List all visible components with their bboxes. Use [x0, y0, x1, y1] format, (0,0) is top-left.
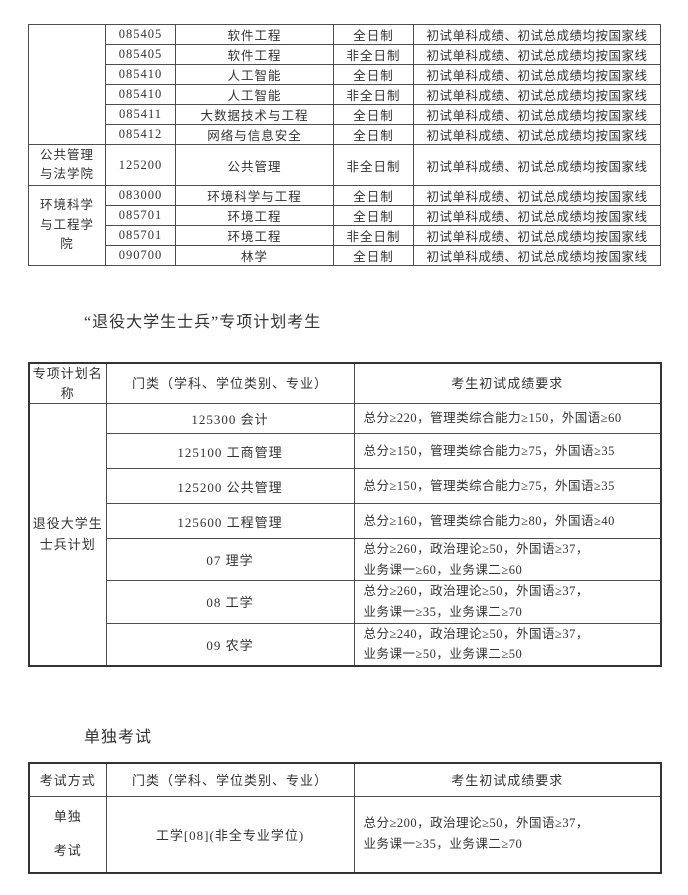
major-code-cell: 085410	[105, 84, 176, 105]
requirement-cell: 总分≥160，管理类综合能力≥80，外国语≥40	[353, 503, 662, 539]
major-name-cell: 环境工程	[175, 205, 334, 226]
table-row: 085405 软件工程 非全日制 初试单科成绩、初试总成绩均按国家线	[29, 44, 661, 65]
major-name-cell: 人工智能	[175, 84, 334, 105]
table-row: 125200 公共管理 总分≥150，管理类综合能力≥75，外国语≥35	[29, 468, 662, 504]
study-mode-cell: 非全日制	[333, 144, 414, 186]
admission-line-table: 085405 软件工程 全日制 初试单科成绩、初试总成绩均按国家线 085405…	[28, 24, 661, 266]
major-name-cell: 软件工程	[175, 24, 334, 45]
category-cell: 125100 工商管理	[105, 433, 355, 469]
score-requirement-cell: 初试单科成绩、初试总成绩均按国家线	[413, 144, 661, 186]
category-cell: 125200 公共管理	[105, 468, 355, 504]
category-cell: 工学[08](非全专业学位)	[105, 795, 355, 874]
table-row: 08 工学 总分≥260，政治理论≥50，外国语≥37， 业务课一≥35，业务课…	[29, 580, 662, 624]
major-name-cell: 大数据技术与工程	[175, 104, 334, 125]
category-cell: 08 工学	[105, 580, 355, 624]
score-requirement-cell: 初试单科成绩、初试总成绩均按国家线	[413, 205, 661, 226]
table-row: 085410 人工智能 非全日制 初试单科成绩、初试总成绩均按国家线	[29, 84, 661, 105]
requirement-cell: 总分≥150，管理类综合能力≥75，外国语≥35	[353, 433, 662, 469]
requirement-cell: 总分≥150，管理类综合能力≥75，外国语≥35	[353, 468, 662, 504]
table-row: 085412 网络与信息安全 全日制 初试单科成绩、初试总成绩均按国家线	[29, 124, 661, 145]
score-requirement-cell: 初试单科成绩、初试总成绩均按国家线	[413, 84, 661, 105]
separate-exam-table: 考试方式 门类（学科、学位类别、专业） 考生初试成绩要求 单独 考试 工学[08…	[28, 762, 662, 874]
major-code-cell: 125200	[105, 144, 176, 186]
score-requirement-cell: 初试单科成绩、初试总成绩均按国家线	[413, 225, 661, 246]
special-plan-heading: “退役大学生士兵”专项计划考生	[84, 314, 322, 331]
score-requirement-cell: 初试单科成绩、初试总成绩均按国家线	[413, 245, 661, 266]
table-row: 单独 考试 工学[08](非全专业学位) 总分≥200，政治理论≥50，外国语≥…	[28, 795, 662, 874]
major-code-cell: 085410	[105, 64, 176, 85]
study-mode-cell: 全日制	[333, 245, 414, 266]
score-requirement-cell: 初试单科成绩、初试总成绩均按国家线	[413, 104, 661, 125]
table-row: 退役大学生 士兵计划 125300 会计 总分≥220，管理类综合能力≥150，…	[28, 403, 662, 667]
separate-exam-heading: 单独考试	[84, 729, 153, 746]
table-row: 125100 工商管理 总分≥150，管理类综合能力≥75，外国语≥35	[29, 433, 662, 469]
table-row: 085411 大数据技术与工程 全日制 初试单科成绩、初试总成绩均按国家线	[29, 104, 661, 125]
header-exam-method: 考试方式	[28, 762, 107, 797]
major-code-cell: 085701	[105, 205, 176, 226]
major-code-cell: 085405	[105, 24, 176, 45]
table-row: 125600 工程管理 总分≥160，管理类综合能力≥80，外国语≥40	[29, 503, 662, 539]
table-row: 085405 软件工程 全日制 初试单科成绩、初试总成绩均按国家线	[28, 24, 661, 145]
major-name-cell: 软件工程	[175, 44, 334, 65]
header-plan-name: 专项计划名 称	[28, 362, 107, 404]
major-name-cell: 公共管理	[175, 144, 334, 186]
category-cell: 125600 工程管理	[105, 503, 355, 539]
study-mode-cell: 全日制	[333, 64, 414, 85]
college-cell-env-sci-eng: 环境科学 与工程学 院	[28, 185, 106, 266]
college-cell-blank	[28, 24, 106, 145]
major-code-cell: 083000	[105, 185, 176, 206]
score-requirement-cell: 初试单科成绩、初试总成绩均按国家线	[413, 64, 661, 85]
table-header-row: 专项计划名 称 门类（学科、学位类别、专业） 考生初试成绩要求	[28, 362, 662, 404]
college-cell-public-admin-law: 公共管理 与法学院	[28, 144, 106, 186]
requirement-cell: 总分≥260，政治理论≥50，外国语≥37， 业务课一≥35，业务课二≥70	[353, 580, 662, 624]
requirement-cell: 总分≥260，政治理论≥50，外国语≥37， 业务课一≥60，业务课二≥60	[353, 537, 662, 582]
major-code-cell: 085701	[105, 225, 176, 246]
score-requirement-cell: 初试单科成绩、初试总成绩均按国家线	[413, 44, 661, 65]
table-row: 09 农学 总分≥240，政治理论≥50，外国语≥37， 业务课一≥50，业务课…	[29, 622, 662, 667]
table-row: 07 理学 总分≥260，政治理论≥50，外国语≥37， 业务课一≥60，业务课…	[29, 537, 662, 582]
major-code-cell: 085405	[105, 44, 176, 65]
header-category: 门类（学科、学位类别、专业）	[105, 362, 355, 404]
category-cell: 09 农学	[105, 622, 355, 667]
special-plan-table: 专项计划名 称 门类（学科、学位类别、专业） 考生初试成绩要求 退役大学生 士兵…	[28, 362, 662, 667]
requirement-cell: 总分≥220，管理类综合能力≥150，外国语≥60	[353, 403, 662, 434]
requirement-cell: 总分≥200，政治理论≥50，外国语≥37， 业务课一≥35，业务课二≥70	[353, 795, 662, 874]
table-row: 085410 人工智能 全日制 初试单科成绩、初试总成绩均按国家线	[29, 64, 661, 85]
table-row: 085701 环境工程 全日制 初试单科成绩、初试总成绩均按国家线	[29, 205, 661, 226]
score-requirement-cell: 初试单科成绩、初试总成绩均按国家线	[413, 24, 661, 45]
table-header-row: 考试方式 门类（学科、学位类别、专业） 考生初试成绩要求	[28, 762, 662, 797]
major-code-cell: 085411	[105, 104, 176, 125]
table-row: 085701 环境工程 非全日制 初试单科成绩、初试总成绩均按国家线	[29, 225, 661, 246]
major-name-cell: 人工智能	[175, 64, 334, 85]
major-name-cell: 网络与信息安全	[175, 124, 334, 145]
score-requirement-cell: 初试单科成绩、初试总成绩均按国家线	[413, 185, 661, 206]
requirement-cell: 总分≥240，政治理论≥50，外国语≥37， 业务课一≥50，业务课二≥50	[353, 622, 662, 667]
major-name-cell: 环境工程	[175, 225, 334, 246]
study-mode-cell: 非全日制	[333, 44, 414, 65]
table-row: 公共管理 与法学院 125200 公共管理 非全日制 初试单科成绩、初试总成绩均…	[28, 144, 661, 186]
major-code-cell: 085412	[105, 124, 176, 145]
study-mode-cell: 全日制	[333, 205, 414, 226]
major-name-cell: 林学	[175, 245, 334, 266]
header-requirement: 考生初试成绩要求	[353, 362, 662, 404]
study-mode-cell: 全日制	[333, 185, 414, 206]
study-mode-cell: 全日制	[333, 104, 414, 125]
header-category: 门类（学科、学位类别、专业）	[105, 762, 355, 797]
study-mode-cell: 全日制	[333, 24, 414, 45]
category-cell: 125300 会计	[105, 403, 355, 434]
table-row: 环境科学 与工程学 院 083000 环境科学与工程 全日制 初试单科成绩、初试…	[28, 185, 661, 266]
study-mode-cell: 非全日制	[333, 84, 414, 105]
header-requirement: 考生初试成绩要求	[353, 762, 662, 797]
study-mode-cell: 全日制	[333, 124, 414, 145]
major-code-cell: 090700	[105, 245, 176, 266]
category-cell: 07 理学	[105, 537, 355, 582]
score-requirement-cell: 初试单科成绩、初试总成绩均按国家线	[413, 124, 661, 145]
study-mode-cell: 非全日制	[333, 225, 414, 246]
table-row: 090700 林学 全日制 初试单科成绩、初试总成绩均按国家线	[29, 245, 661, 266]
exam-method-cell: 单独 考试	[28, 795, 107, 874]
major-name-cell: 环境科学与工程	[175, 185, 334, 206]
plan-label-cell: 退役大学生 士兵计划	[28, 403, 107, 667]
